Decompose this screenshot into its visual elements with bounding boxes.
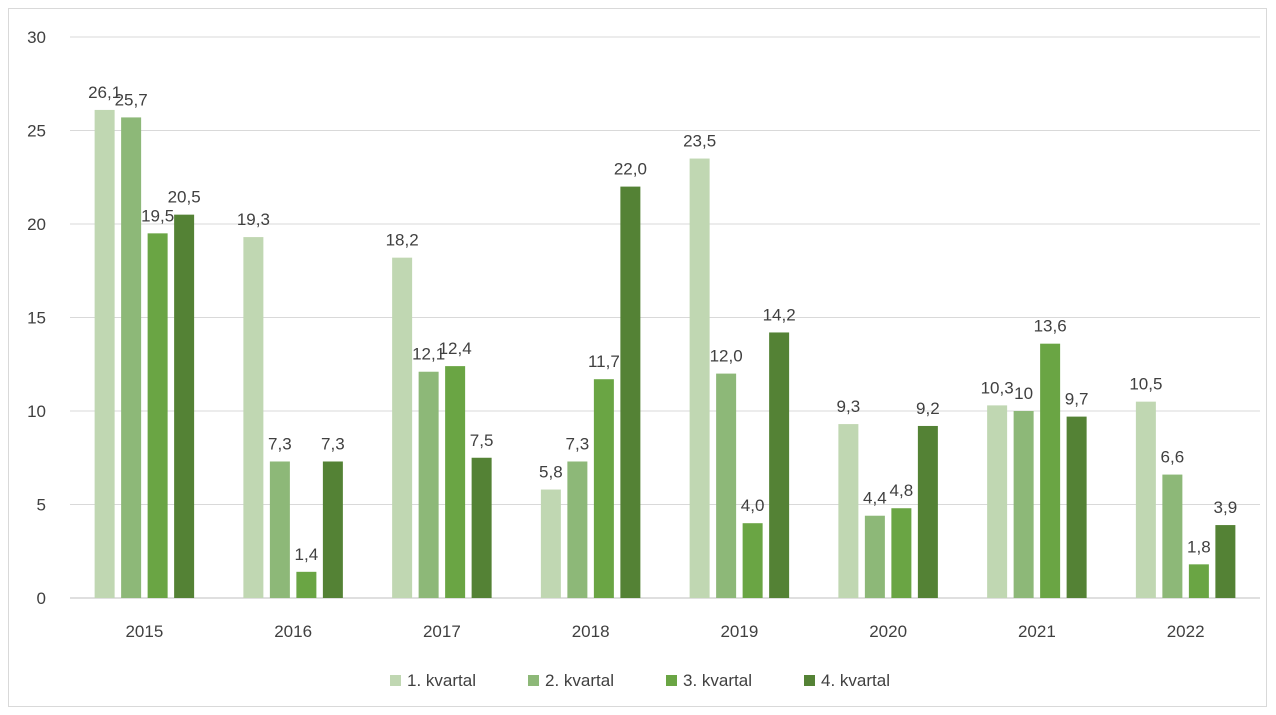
bar (1040, 343, 1061, 598)
legend-swatch (666, 675, 677, 686)
data-label: 4,4 (863, 489, 887, 508)
data-label: 5,8 (539, 463, 563, 482)
data-label: 12,4 (439, 339, 472, 358)
data-label: 9,7 (1065, 390, 1089, 409)
data-label: 10,3 (981, 378, 1014, 397)
bar (418, 371, 439, 598)
bar (94, 109, 115, 599)
bar (891, 508, 912, 598)
legend-swatch (528, 675, 539, 686)
bar (1135, 401, 1156, 598)
bar (269, 461, 290, 598)
bar (716, 373, 737, 598)
y-tick-label: 0 (37, 589, 46, 608)
legend-swatch (804, 675, 815, 686)
bar (471, 457, 492, 598)
bar (620, 186, 641, 598)
data-label: 10,5 (1129, 375, 1162, 394)
data-label: 6,6 (1161, 448, 1185, 467)
x-tick-label: 2015 (125, 622, 163, 641)
data-label: 4,8 (890, 481, 914, 500)
bar (864, 515, 885, 598)
data-label: 7,3 (268, 434, 292, 453)
bar (540, 489, 561, 598)
data-label: 11,7 (588, 352, 620, 371)
bar (838, 424, 859, 598)
x-tick-label: 2017 (423, 622, 461, 641)
data-label: 10 (1014, 384, 1033, 403)
data-label: 23,5 (683, 132, 716, 151)
bar (567, 461, 588, 598)
data-label: 9,2 (916, 399, 940, 418)
bar (121, 117, 142, 598)
data-label: 7,5 (470, 431, 494, 450)
bar (742, 523, 763, 598)
data-label: 1,4 (295, 545, 319, 564)
bar (1066, 416, 1087, 598)
y-tick-label: 10 (27, 402, 46, 421)
x-tick-label: 2018 (572, 622, 610, 641)
legend-swatch (390, 675, 401, 686)
bar (769, 332, 790, 598)
data-label: 26,1 (88, 83, 121, 102)
y-tick-label: 5 (37, 496, 46, 515)
data-label: 9,3 (837, 397, 861, 416)
y-tick-label: 25 (27, 122, 46, 141)
legend-label: 2. kvartal (545, 671, 614, 690)
data-label: 7,3 (566, 434, 590, 453)
data-label: 1,8 (1187, 537, 1211, 556)
x-tick-label: 2021 (1018, 622, 1056, 641)
bar (689, 158, 710, 599)
legend-label: 3. kvartal (683, 671, 752, 690)
bar (174, 214, 195, 598)
y-tick-label: 15 (27, 309, 46, 328)
legend-label: 1. kvartal (407, 671, 476, 690)
x-tick-label: 2019 (720, 622, 758, 641)
x-tick-label: 2022 (1167, 622, 1205, 641)
data-label: 12,0 (710, 347, 743, 366)
data-label: 18,2 (386, 231, 419, 250)
bar (243, 237, 264, 598)
x-tick-label: 2020 (869, 622, 907, 641)
bar (1013, 411, 1034, 598)
data-label: 3,9 (1214, 498, 1238, 517)
data-label: 22,0 (614, 160, 647, 179)
y-tick-label: 20 (27, 215, 46, 234)
data-label: 19,3 (237, 210, 270, 229)
data-label: 19,5 (141, 206, 174, 225)
data-label: 20,5 (168, 188, 201, 207)
data-label: 14,2 (763, 305, 796, 324)
data-label: 4,0 (741, 496, 765, 515)
bar (445, 366, 466, 598)
data-label: 7,3 (321, 434, 345, 453)
y-tick-label: 30 (27, 28, 46, 47)
bar (987, 405, 1008, 598)
legend-label: 4. kvartal (821, 671, 890, 690)
bar (1188, 564, 1209, 598)
x-tick-label: 2016 (274, 622, 312, 641)
bar (1215, 525, 1236, 598)
bar (322, 461, 343, 598)
data-label: 13,6 (1034, 317, 1067, 336)
bar (1162, 474, 1183, 598)
bar (147, 233, 168, 598)
bar (296, 571, 317, 598)
bar (917, 425, 938, 598)
data-label: 12,1 (412, 345, 445, 364)
data-label: 25,7 (115, 90, 148, 109)
bar (593, 379, 614, 598)
bar (392, 257, 413, 598)
